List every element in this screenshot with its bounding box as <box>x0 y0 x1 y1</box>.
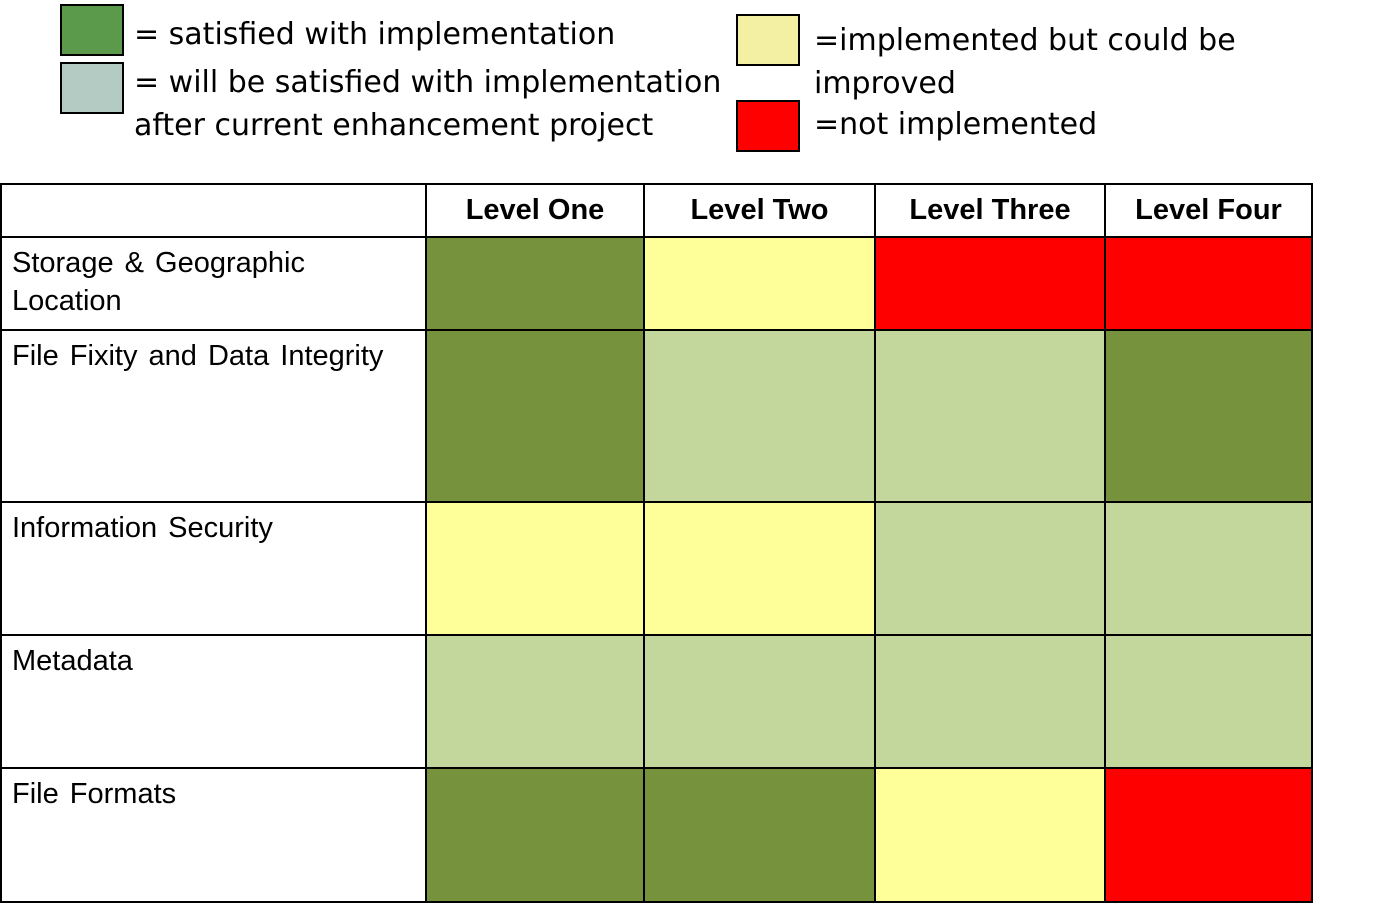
status-cell-will-be-satisfied <box>874 634 1106 769</box>
legend-label-will-be-satisfied-line2: after current enhancement project <box>134 108 654 143</box>
legend-label-not-implemented: =not implemented <box>814 107 1098 142</box>
status-cell-satisfied <box>1104 329 1313 503</box>
row-label: Information Security <box>0 501 427 636</box>
legend-label-satisfied: = satisfied with implementation <box>134 17 616 52</box>
row-label: Storage & Geographic Location <box>0 236 427 331</box>
legend-swatch-will-be-satisfied <box>60 62 124 114</box>
status-cell-will-be-satisfied <box>874 329 1106 503</box>
matrix-row: Storage & Geographic Location <box>0 236 1313 331</box>
row-label: Metadata <box>0 634 427 769</box>
legend-label-could-be-improved-line1: =implemented but could be <box>814 23 1236 58</box>
status-cell-could-be-improved <box>425 501 645 636</box>
column-header: Level Four <box>1104 183 1313 238</box>
status-cell-will-be-satisfied <box>425 634 645 769</box>
matrix-row: File Formats <box>0 767 1313 903</box>
status-cell-will-be-satisfied <box>1104 634 1313 769</box>
status-cell-satisfied <box>425 236 645 331</box>
status-cell-not-implemented <box>874 236 1106 331</box>
column-header: Level One <box>425 183 645 238</box>
legend-swatch-not-implemented <box>736 100 800 152</box>
status-cell-will-be-satisfied <box>643 329 876 503</box>
legend-swatch-satisfied <box>60 4 124 56</box>
legend-label-could-be-improved-line2: improved <box>814 66 956 101</box>
status-matrix: Level One Level Two Level Three Level Fo… <box>0 183 1313 903</box>
matrix-row: File Fixity and Data Integrity <box>0 329 1313 503</box>
matrix-row: Information Security <box>0 501 1313 636</box>
status-cell-not-implemented <box>1104 236 1313 331</box>
status-cell-will-be-satisfied <box>1104 501 1313 636</box>
row-label: File Formats <box>0 767 427 903</box>
status-cell-will-be-satisfied <box>643 634 876 769</box>
status-cell-could-be-improved <box>643 501 876 636</box>
status-cell-satisfied <box>425 767 645 903</box>
column-header: Level Three <box>874 183 1106 238</box>
status-cell-could-be-improved <box>874 767 1106 903</box>
column-header: Level Two <box>643 183 876 238</box>
matrix-row: Metadata <box>0 634 1313 769</box>
status-cell-satisfied <box>425 329 645 503</box>
header-corner <box>0 183 427 238</box>
status-cell-not-implemented <box>1104 767 1313 903</box>
status-cell-could-be-improved <box>643 236 876 331</box>
header-row: Level One Level Two Level Three Level Fo… <box>0 183 1313 238</box>
legend-label-will-be-satisfied-line1: = will be satisfied with implementation <box>134 65 722 100</box>
status-cell-satisfied <box>643 767 876 903</box>
row-label: File Fixity and Data Integrity <box>0 329 427 503</box>
legend-swatch-could-be-improved <box>736 14 800 66</box>
status-cell-will-be-satisfied <box>874 501 1106 636</box>
